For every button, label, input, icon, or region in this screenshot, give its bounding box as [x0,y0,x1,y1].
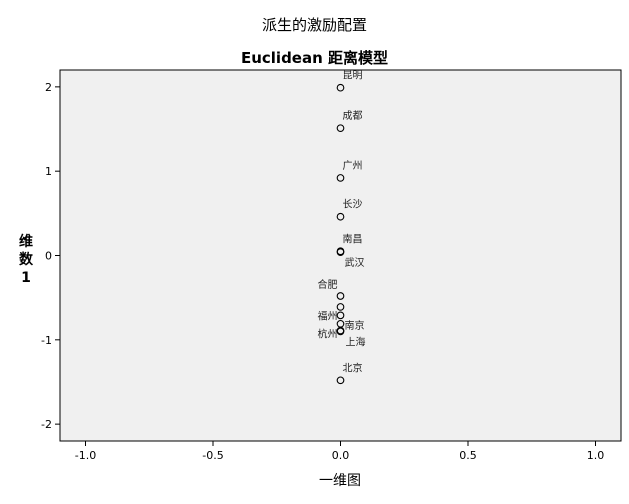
data-point [336,303,345,311]
data-point [336,292,345,300]
y-axis-label: 维 数 1 [16,233,36,287]
data-point [336,327,345,336]
x-axis: -1.0 -0.5 0.0 0.5 1.0 [75,441,604,462]
x-tick-label: 0.5 [459,449,477,462]
point-label: 上海 [346,335,366,348]
point-label: 南京 [345,319,365,332]
data-point [336,248,345,256]
data-point [336,124,345,133]
point-label: 广州 [343,160,363,172]
data-point [336,376,345,385]
point-label: 昆明 [343,70,363,82]
y-tick-label: -1 [41,334,52,347]
point-label: 武汉 [345,256,365,269]
y-axis-label-char-3: 1 [21,270,31,286]
y-axis: 2 1 0 -1 -2 [41,81,60,431]
data-point [336,83,345,92]
data-point [336,311,345,320]
point-label: 福州 [318,309,338,322]
x-tick-label: 0.0 [332,449,350,462]
x-tick-label: -1.0 [75,449,96,462]
point-label: 北京 [343,361,363,374]
x-tick-label: -0.5 [202,449,223,462]
x-tick-label: 1.0 [587,449,605,462]
point-label: 合肥 [318,278,338,291]
point-label: 南昌 [343,232,363,245]
point-label: 长沙 [343,199,363,211]
chart-title: 派生的激励配置 [261,16,367,34]
data-point [336,174,345,182]
y-tick-label: -2 [41,418,52,431]
data-point [336,212,345,221]
y-tick-label: 2 [45,81,52,94]
y-tick-label: 0 [45,250,52,263]
chart-subtitle: Euclidean 距离模型 [240,49,389,67]
y-axis-label-char-2: 数 [19,252,33,268]
point-label: 成都 [343,110,363,122]
point-label: 杭州 [318,328,338,341]
y-axis-label-char-1: 维 [19,234,33,250]
y-tick-label: 1 [45,165,52,178]
x-axis-label: 一维图 [319,473,361,489]
